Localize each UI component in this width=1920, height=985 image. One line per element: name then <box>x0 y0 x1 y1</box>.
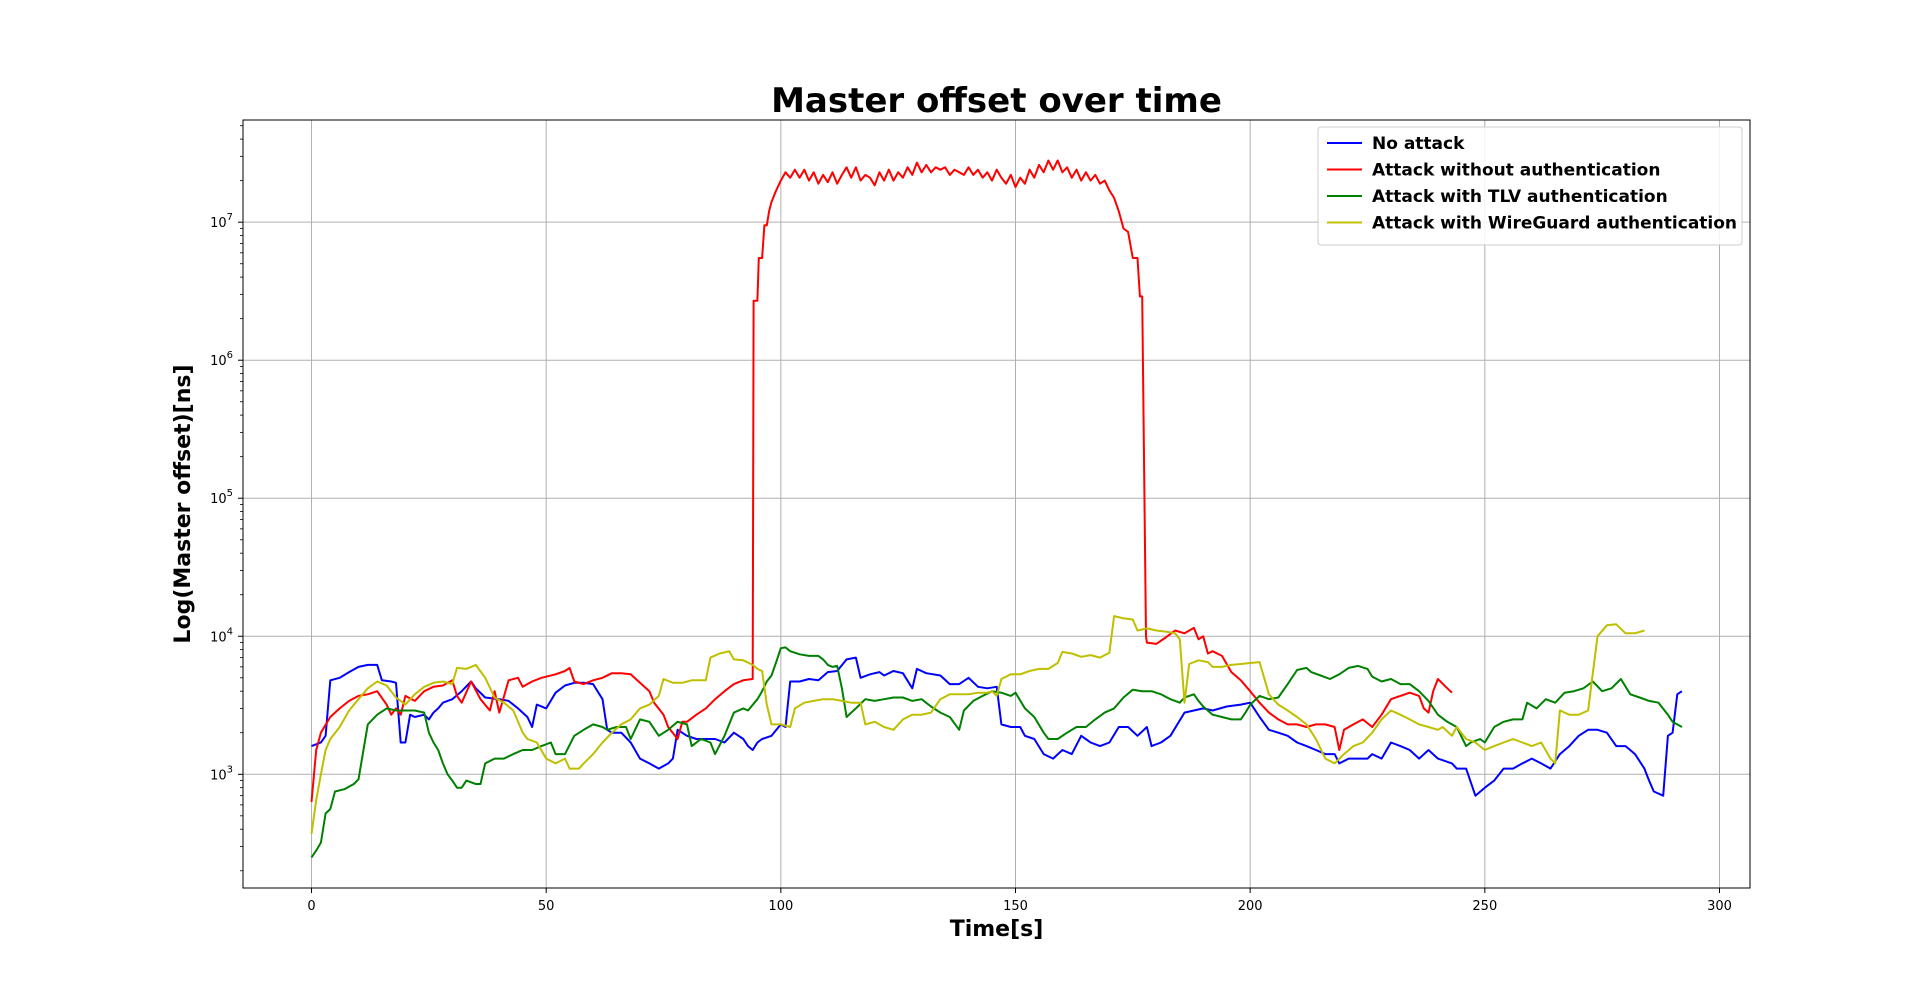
x-tick-label: 0 <box>307 899 315 914</box>
y-axis-label: Log(Master offset)[ns] <box>171 364 196 643</box>
plot-lines <box>310 159 1683 858</box>
x-axis-ticks: 0 50 100 150 200 250 300 <box>307 888 1732 914</box>
x-tick-label: 300 <box>1707 899 1732 914</box>
grid <box>243 120 1750 888</box>
x-tick-label: 50 <box>538 899 555 914</box>
plot-frame <box>242 119 1751 889</box>
x-axis-label: Time[s] <box>950 917 1044 942</box>
legend-label: Attack without authentication <box>1372 161 1660 181</box>
legend-label: Attack with TLV authentication <box>1372 187 1668 207</box>
legend: No attack Attack without authentication At… <box>1317 126 1743 246</box>
x-tick-label: 200 <box>1238 899 1263 914</box>
chart-title: Master offset over time <box>771 81 1222 121</box>
x-tick-label: 250 <box>1472 899 1497 914</box>
series-line-1 <box>311 656 1683 797</box>
x-tick-label: 100 <box>768 899 793 914</box>
series-line-4 <box>310 615 1645 835</box>
legend-label: Attack with WireGuard authentication <box>1372 214 1737 234</box>
series-line-3 <box>310 646 1683 858</box>
legend-label: No attack <box>1372 134 1465 154</box>
legend-frame <box>1317 126 1743 246</box>
x-tick-label: 150 <box>1003 899 1028 914</box>
series-line-2 <box>310 159 1453 803</box>
